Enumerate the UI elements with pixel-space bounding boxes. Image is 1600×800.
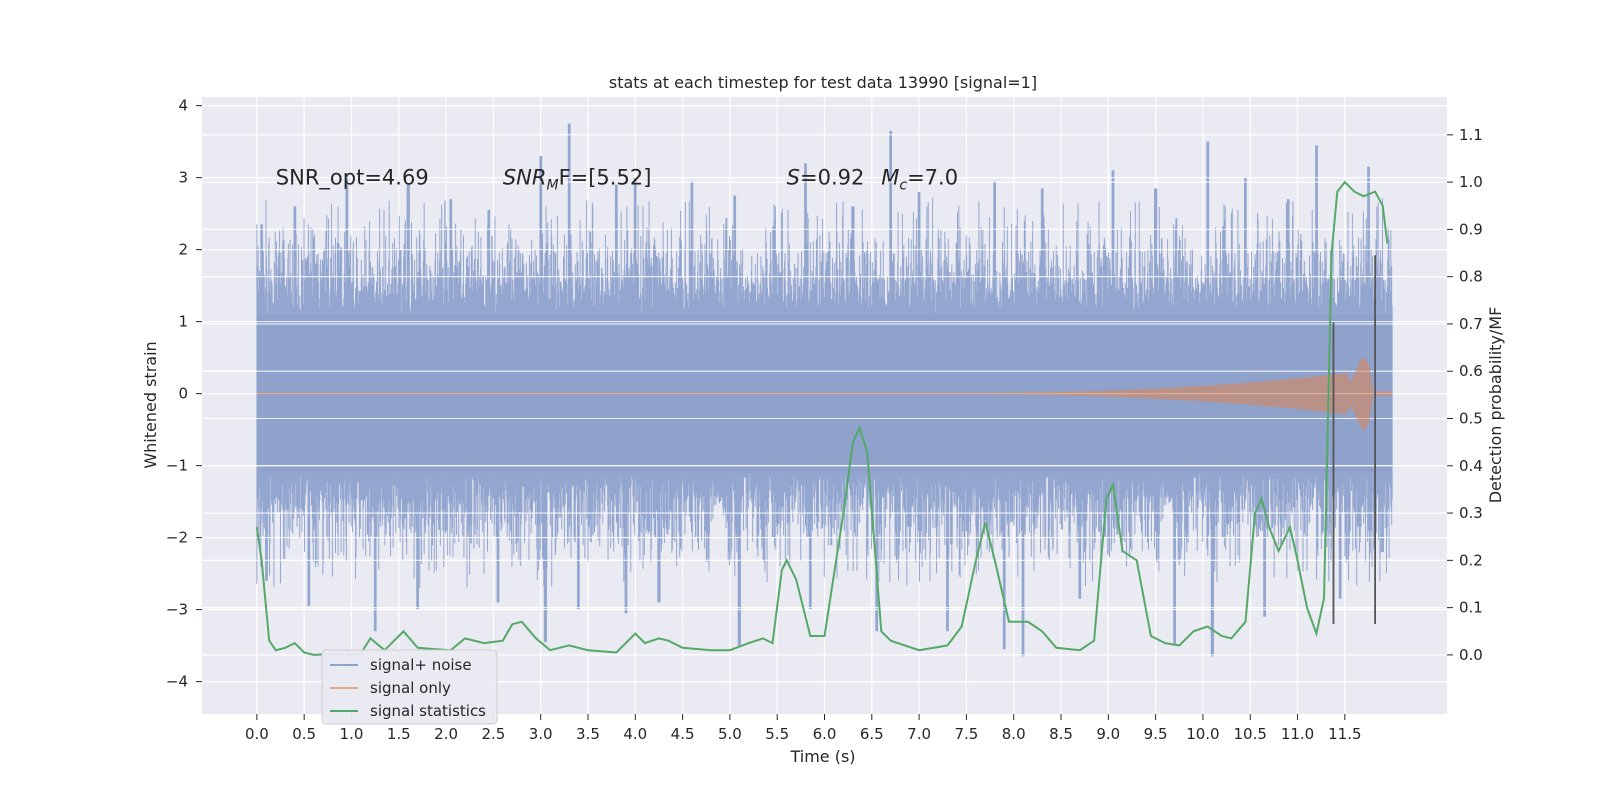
annotation-value: F=[5.52] [559,166,652,190]
y-axis-left-label: Whitened strain [141,341,160,468]
x-tick-label: 3.0 [529,725,553,743]
chart-title: stats at each timestep for test data 139… [609,73,1037,92]
x-tick-label: 4.0 [623,725,647,743]
annotation-main: SNR [503,166,547,190]
y-tick-label: 1 [178,313,188,331]
x-tick-label: 11.5 [1328,725,1361,743]
y-tick-label: 0 [178,385,188,403]
legend-label: signal statistics [370,702,486,720]
annotation-sub: M [546,178,558,194]
x-tick-label: 5.0 [718,725,742,743]
figure: stats at each timestep for test data 139… [0,0,1600,800]
y-right-tick-label: 0.2 [1459,551,1483,569]
y-right-tick-label: 0.6 [1459,362,1483,380]
x-tick-label: 1.0 [340,725,364,743]
y-tick-label: −1 [166,457,188,475]
y-tick-label: 3 [178,169,188,187]
y-right-tick-label: 0.7 [1459,315,1483,333]
x-tick-label: 5.5 [765,725,789,743]
y-right-tick-label: 1.1 [1459,126,1483,144]
y-axis-right-label: Detection probability/MF [1486,307,1505,504]
y-tick-label: −4 [166,673,188,691]
x-tick-label: 8.5 [1049,725,1073,743]
x-tick-label: 3.5 [576,725,600,743]
y-right-tick-label: 0.0 [1459,646,1483,664]
x-tick-label: 11.0 [1281,725,1314,743]
annotation-value: =0.92 [800,166,864,190]
annotation-main: M [881,166,899,190]
y-right-tick-label: 1.0 [1459,173,1483,191]
legend-label: signal only [370,679,451,697]
legend: signal+ noise signal only signal statistic… [322,650,497,724]
x-tick-label: 0.0 [245,725,269,743]
y-right-tick-label: 0.8 [1459,268,1483,286]
y-tick-label: −2 [166,529,188,547]
x-tick-label: 4.5 [671,725,695,743]
annotation: Mc=7.0 [881,166,958,194]
y-right-tick-label: 0.4 [1459,457,1483,475]
x-tick-label: 9.5 [1144,725,1168,743]
annotation: SNRMF=[5.52] [503,166,652,194]
x-axis-label: Time (s) [789,747,855,766]
x-tick-label: 7.5 [954,725,978,743]
x-tick-label: 7.0 [907,725,931,743]
annotation: S=0.92 [787,166,865,190]
annotations: SNR_opt=4.69 SNRMF=[5.52] S=0.92 Mc=7.0 [276,166,958,194]
y-right-tick-label: 0.3 [1459,504,1483,522]
x-tick-label: 6.0 [813,725,837,743]
x-tick-label: 2.5 [481,725,505,743]
x-tick-label: 1.5 [387,725,411,743]
x-tick-label: 8.0 [1002,725,1026,743]
x-tick-label: 0.5 [292,725,316,743]
annotation-value: =7.0 [907,166,958,190]
y-right-tick-label: 0.9 [1459,220,1483,238]
x-tick-label: 10.5 [1234,725,1267,743]
legend-label: signal+ noise [370,656,472,674]
annotation: SNR_opt=4.69 [276,166,429,191]
x-tick-label: 10.0 [1186,725,1219,743]
x-tick-label: 6.5 [860,725,884,743]
annotation-main: S [787,166,800,190]
y-tick-label: −3 [166,601,188,619]
y-right-tick-label: 0.1 [1459,599,1483,617]
y-tick-label: 4 [178,97,188,115]
y-tick-label: 2 [178,241,188,259]
x-tick-label: 2.0 [434,725,458,743]
y-right-tick-label: 0.5 [1459,410,1483,428]
x-tick-label: 9.0 [1096,725,1120,743]
annotation-main: SNR_opt=4.69 [276,166,429,191]
